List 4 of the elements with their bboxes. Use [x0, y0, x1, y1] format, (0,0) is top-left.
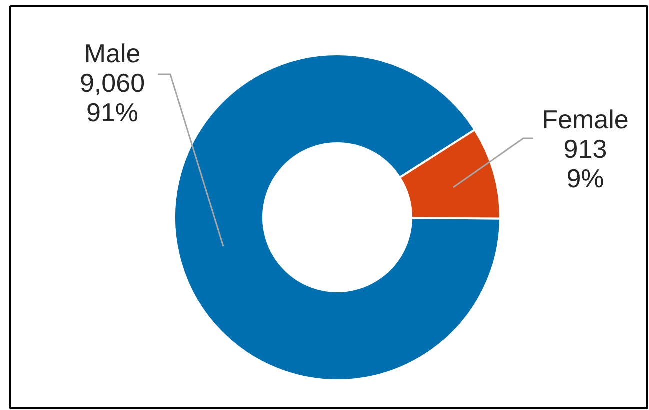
- slice-label: Female: [542, 104, 629, 134]
- slice-label: Male: [84, 38, 141, 68]
- data-label: 9,060 91%: [80, 68, 146, 128]
- data-label: 913 9%: [564, 134, 608, 194]
